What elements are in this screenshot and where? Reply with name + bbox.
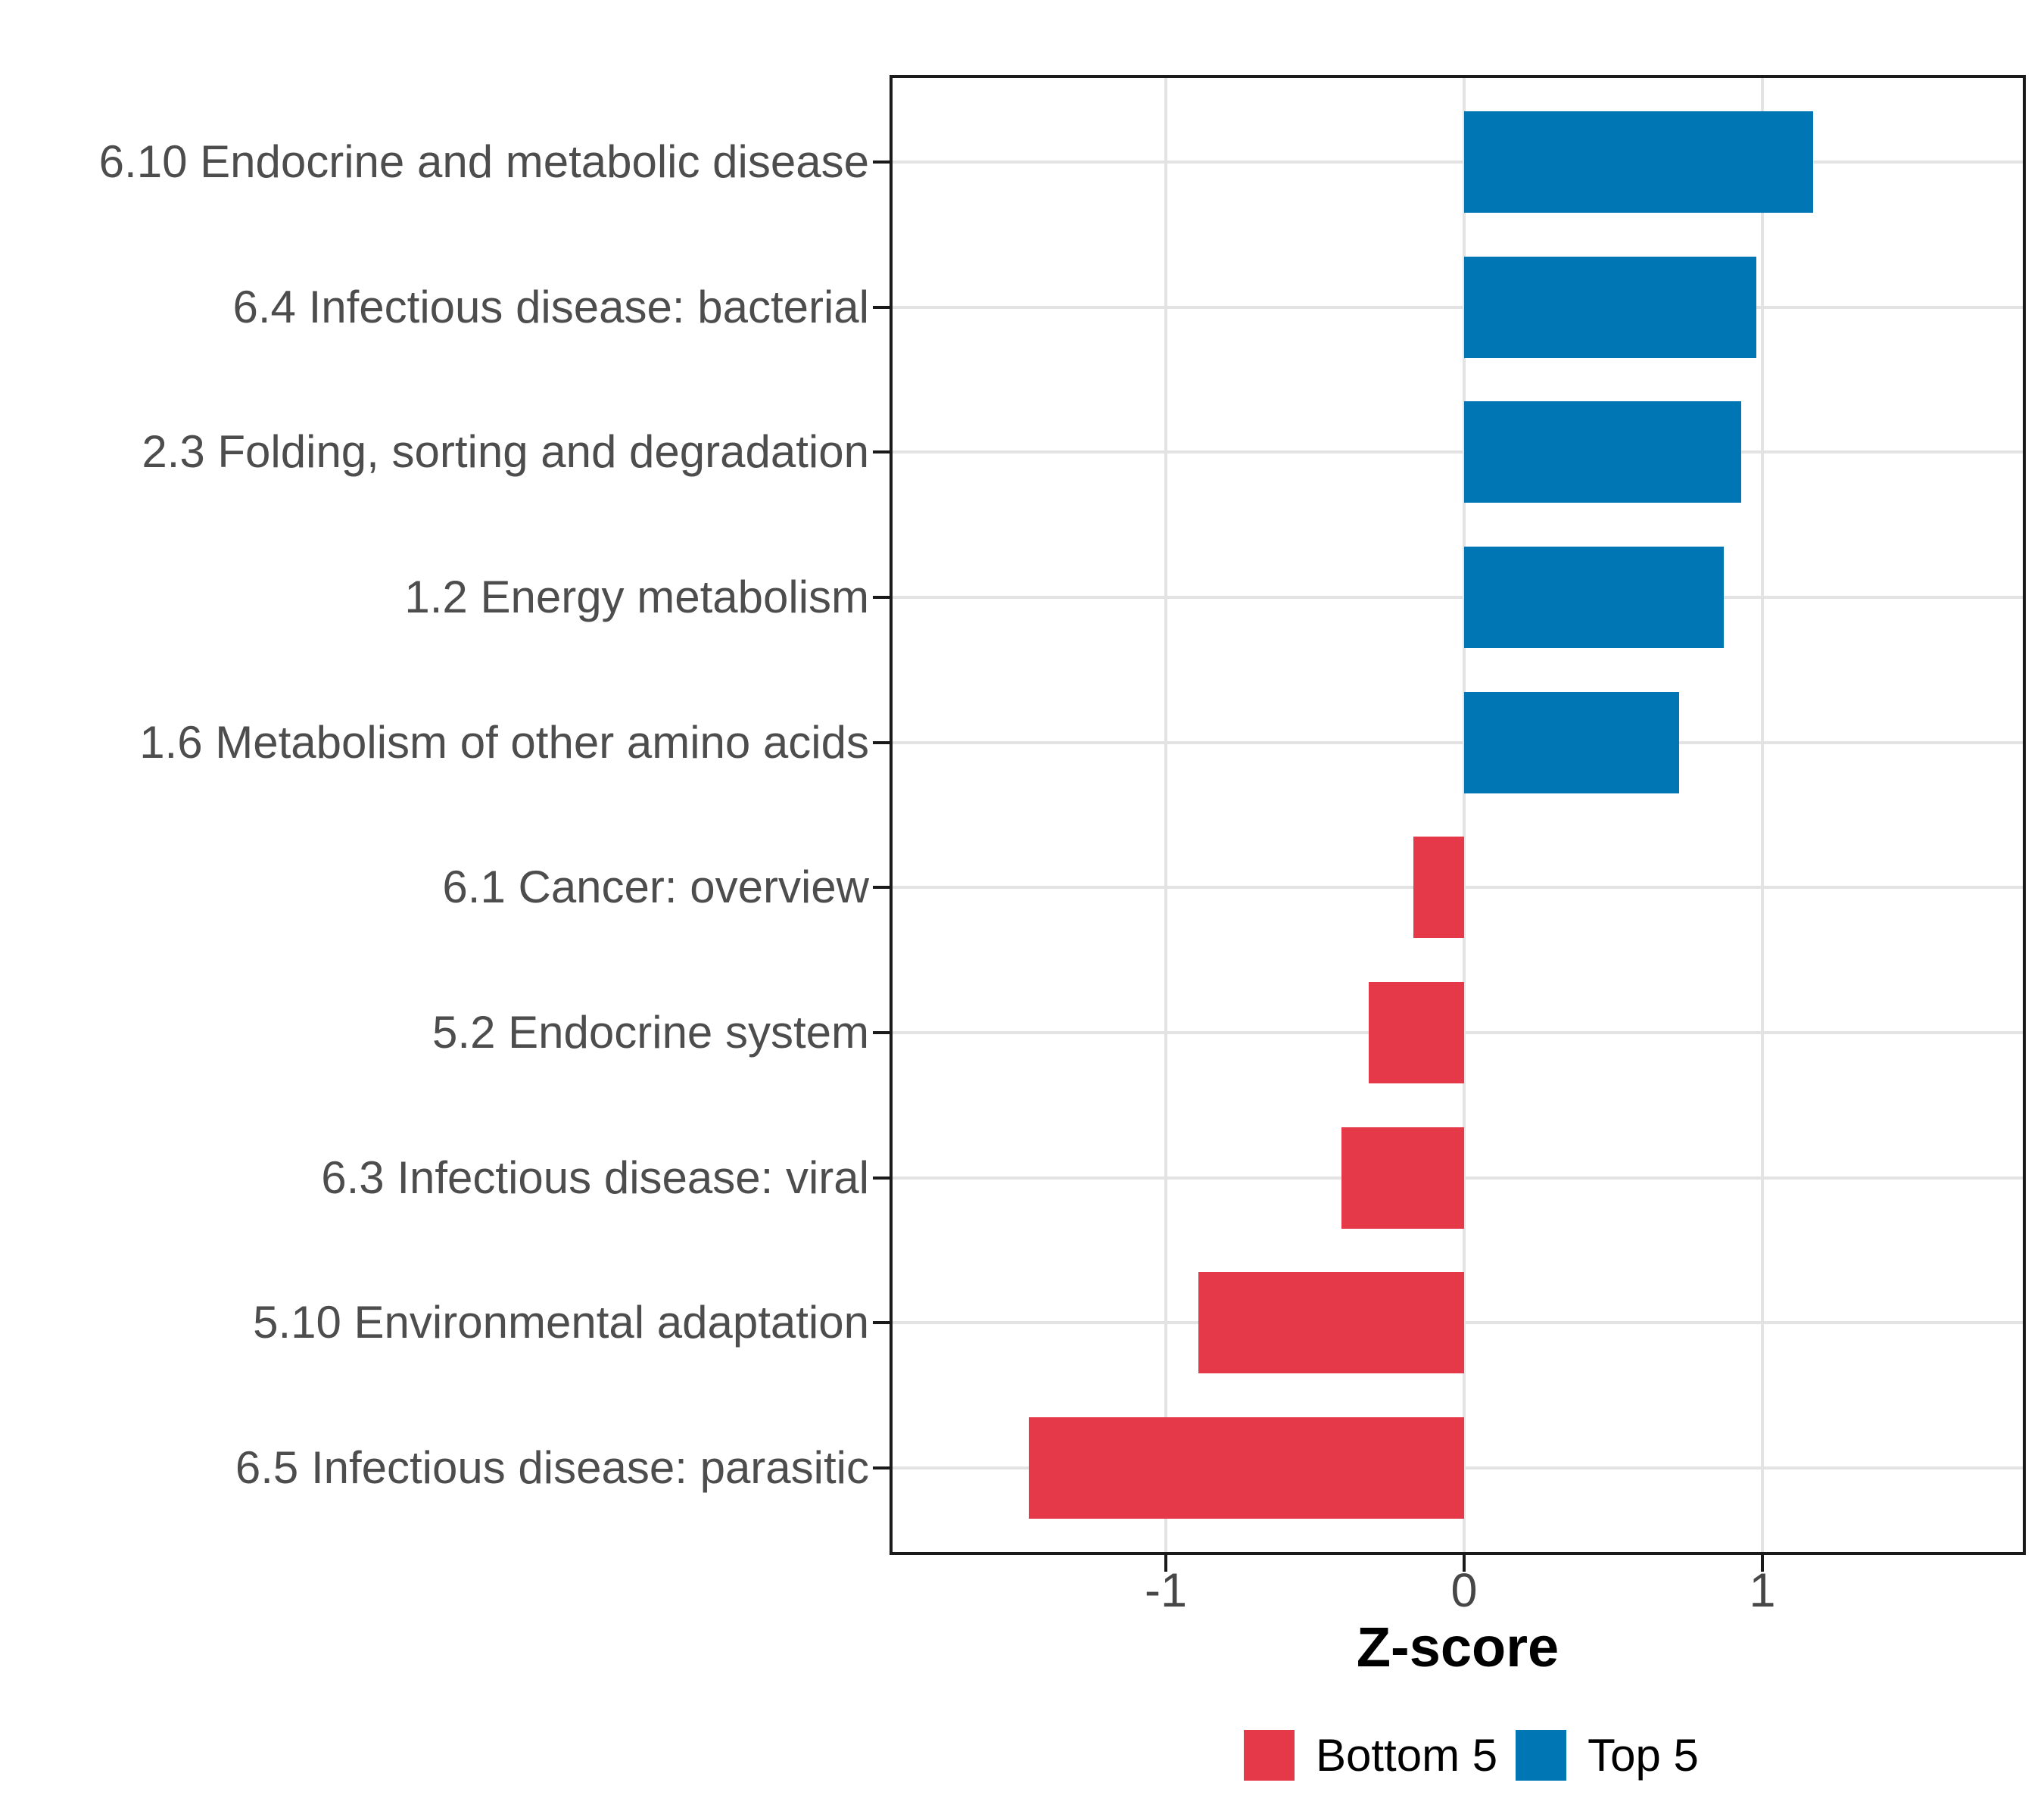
category-label: 6.5 Infectious disease: parasitic <box>235 1442 869 1493</box>
y-axis-tick <box>873 886 890 890</box>
x-axis-title: Z-score <box>1356 1616 1559 1678</box>
x-tick-label: -1 <box>1144 1564 1188 1617</box>
bar-top5 <box>1464 401 1742 503</box>
category-label: 6.1 Cancer: overview <box>442 862 869 913</box>
y-gridline <box>893 305 2023 309</box>
y-axis-tick <box>873 596 890 599</box>
y-axis-tick <box>873 1321 890 1325</box>
category-label: 2.3 Folding, sorting and degradation <box>142 426 869 478</box>
legend-item-bottom5: Bottom 5 <box>1244 1729 1497 1781</box>
category-label: 6.10 Endocrine and metabolic disease <box>98 136 869 187</box>
y-gridline <box>893 450 2023 454</box>
x-axis-tick <box>1761 1555 1764 1572</box>
category-label: 1.2 Energy metabolism <box>404 572 869 622</box>
y-axis-tick <box>873 740 890 744</box>
bar-bottom5 <box>1198 1272 1464 1374</box>
legend-label-top5: Top 5 <box>1588 1729 1699 1781</box>
y-axis-tick <box>873 161 890 164</box>
y-gridline <box>893 596 2023 599</box>
category-label: 5.10 Environmental adaptation <box>253 1297 869 1348</box>
plot-panel <box>890 75 2026 1555</box>
x-tick-label: 1 <box>1749 1564 1776 1617</box>
bar-top5 <box>1464 111 1813 213</box>
legend: Bottom 5 Top 5 <box>1244 1729 1699 1781</box>
y-gridline <box>893 161 2023 164</box>
x-gridline-1 <box>1761 78 1764 1552</box>
x-gridline-0 <box>1463 78 1466 1552</box>
legend-item-top5: Top 5 <box>1516 1729 1699 1781</box>
legend-swatch-top5 <box>1516 1729 1567 1781</box>
x-axis-tick <box>1463 1555 1466 1572</box>
x-tick-label: 0 <box>1450 1564 1478 1617</box>
bar-bottom5 <box>1413 837 1464 939</box>
bar-bottom5 <box>1341 1127 1464 1229</box>
category-label: 6.3 Infectious disease: viral <box>321 1152 869 1203</box>
y-gridline <box>893 740 2023 744</box>
y-axis-tick <box>873 1031 890 1034</box>
category-label: 5.2 Endocrine system <box>432 1007 869 1058</box>
category-label: 6.4 Infectious disease: bacterial <box>232 281 870 332</box>
category-label: 1.6 Metabolism of other amino acids <box>139 716 869 768</box>
x-axis-tick <box>1164 1555 1167 1572</box>
x-gridline--1 <box>1164 78 1167 1552</box>
y-axis-tick <box>873 305 890 309</box>
y-axis-tick <box>873 1176 890 1180</box>
y-axis-tick <box>873 1466 890 1469</box>
legend-label-bottom5: Bottom 5 <box>1316 1729 1498 1781</box>
bar-top5 <box>1464 691 1679 793</box>
legend-swatch-bottom5 <box>1244 1729 1295 1781</box>
bar-top5 <box>1464 547 1724 648</box>
y-axis-tick <box>873 450 890 454</box>
bar-bottom5 <box>1028 1417 1464 1519</box>
bar-top5 <box>1464 256 1757 358</box>
bar-bottom5 <box>1368 982 1464 1083</box>
